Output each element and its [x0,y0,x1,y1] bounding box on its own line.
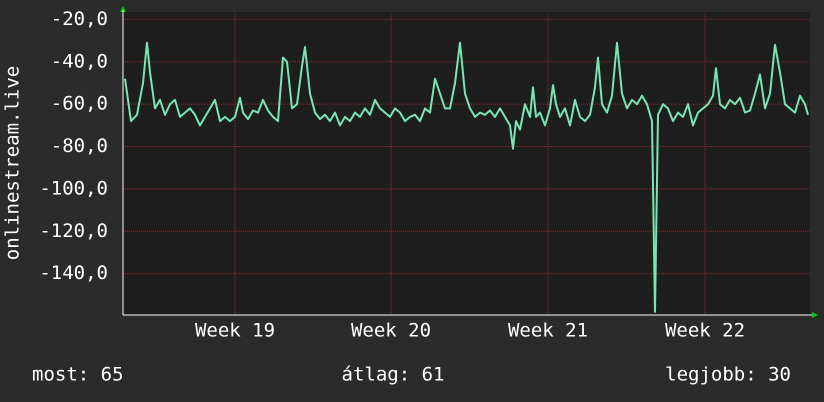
y-tick-label: -80,0 [51,135,108,157]
y-tick-label: -60,0 [51,93,108,115]
x-tick-label: Week 21 [508,320,588,342]
plot-area [123,12,810,315]
y-tick-label: -140,0 [39,262,108,284]
x-tick-label: Week 20 [351,320,431,342]
y-axis-label: onlinestream.live [2,66,24,260]
data-line [124,41,809,313]
footer-best: legjobb: 30 [665,364,791,386]
x-tick-label: Week 19 [195,320,275,342]
axis-arrow [812,312,818,318]
y-tick-label: -100,0 [39,177,108,199]
axis-arrow [120,6,126,12]
footer-average: átlag: 61 [342,364,445,386]
y-tick-label: -40,0 [51,50,108,72]
x-tick-label: Week 22 [665,320,745,342]
footer-current: most: 65 [32,364,124,386]
y-tick-label: -120,0 [39,220,108,242]
y-tick-label: -20,0 [51,8,108,30]
